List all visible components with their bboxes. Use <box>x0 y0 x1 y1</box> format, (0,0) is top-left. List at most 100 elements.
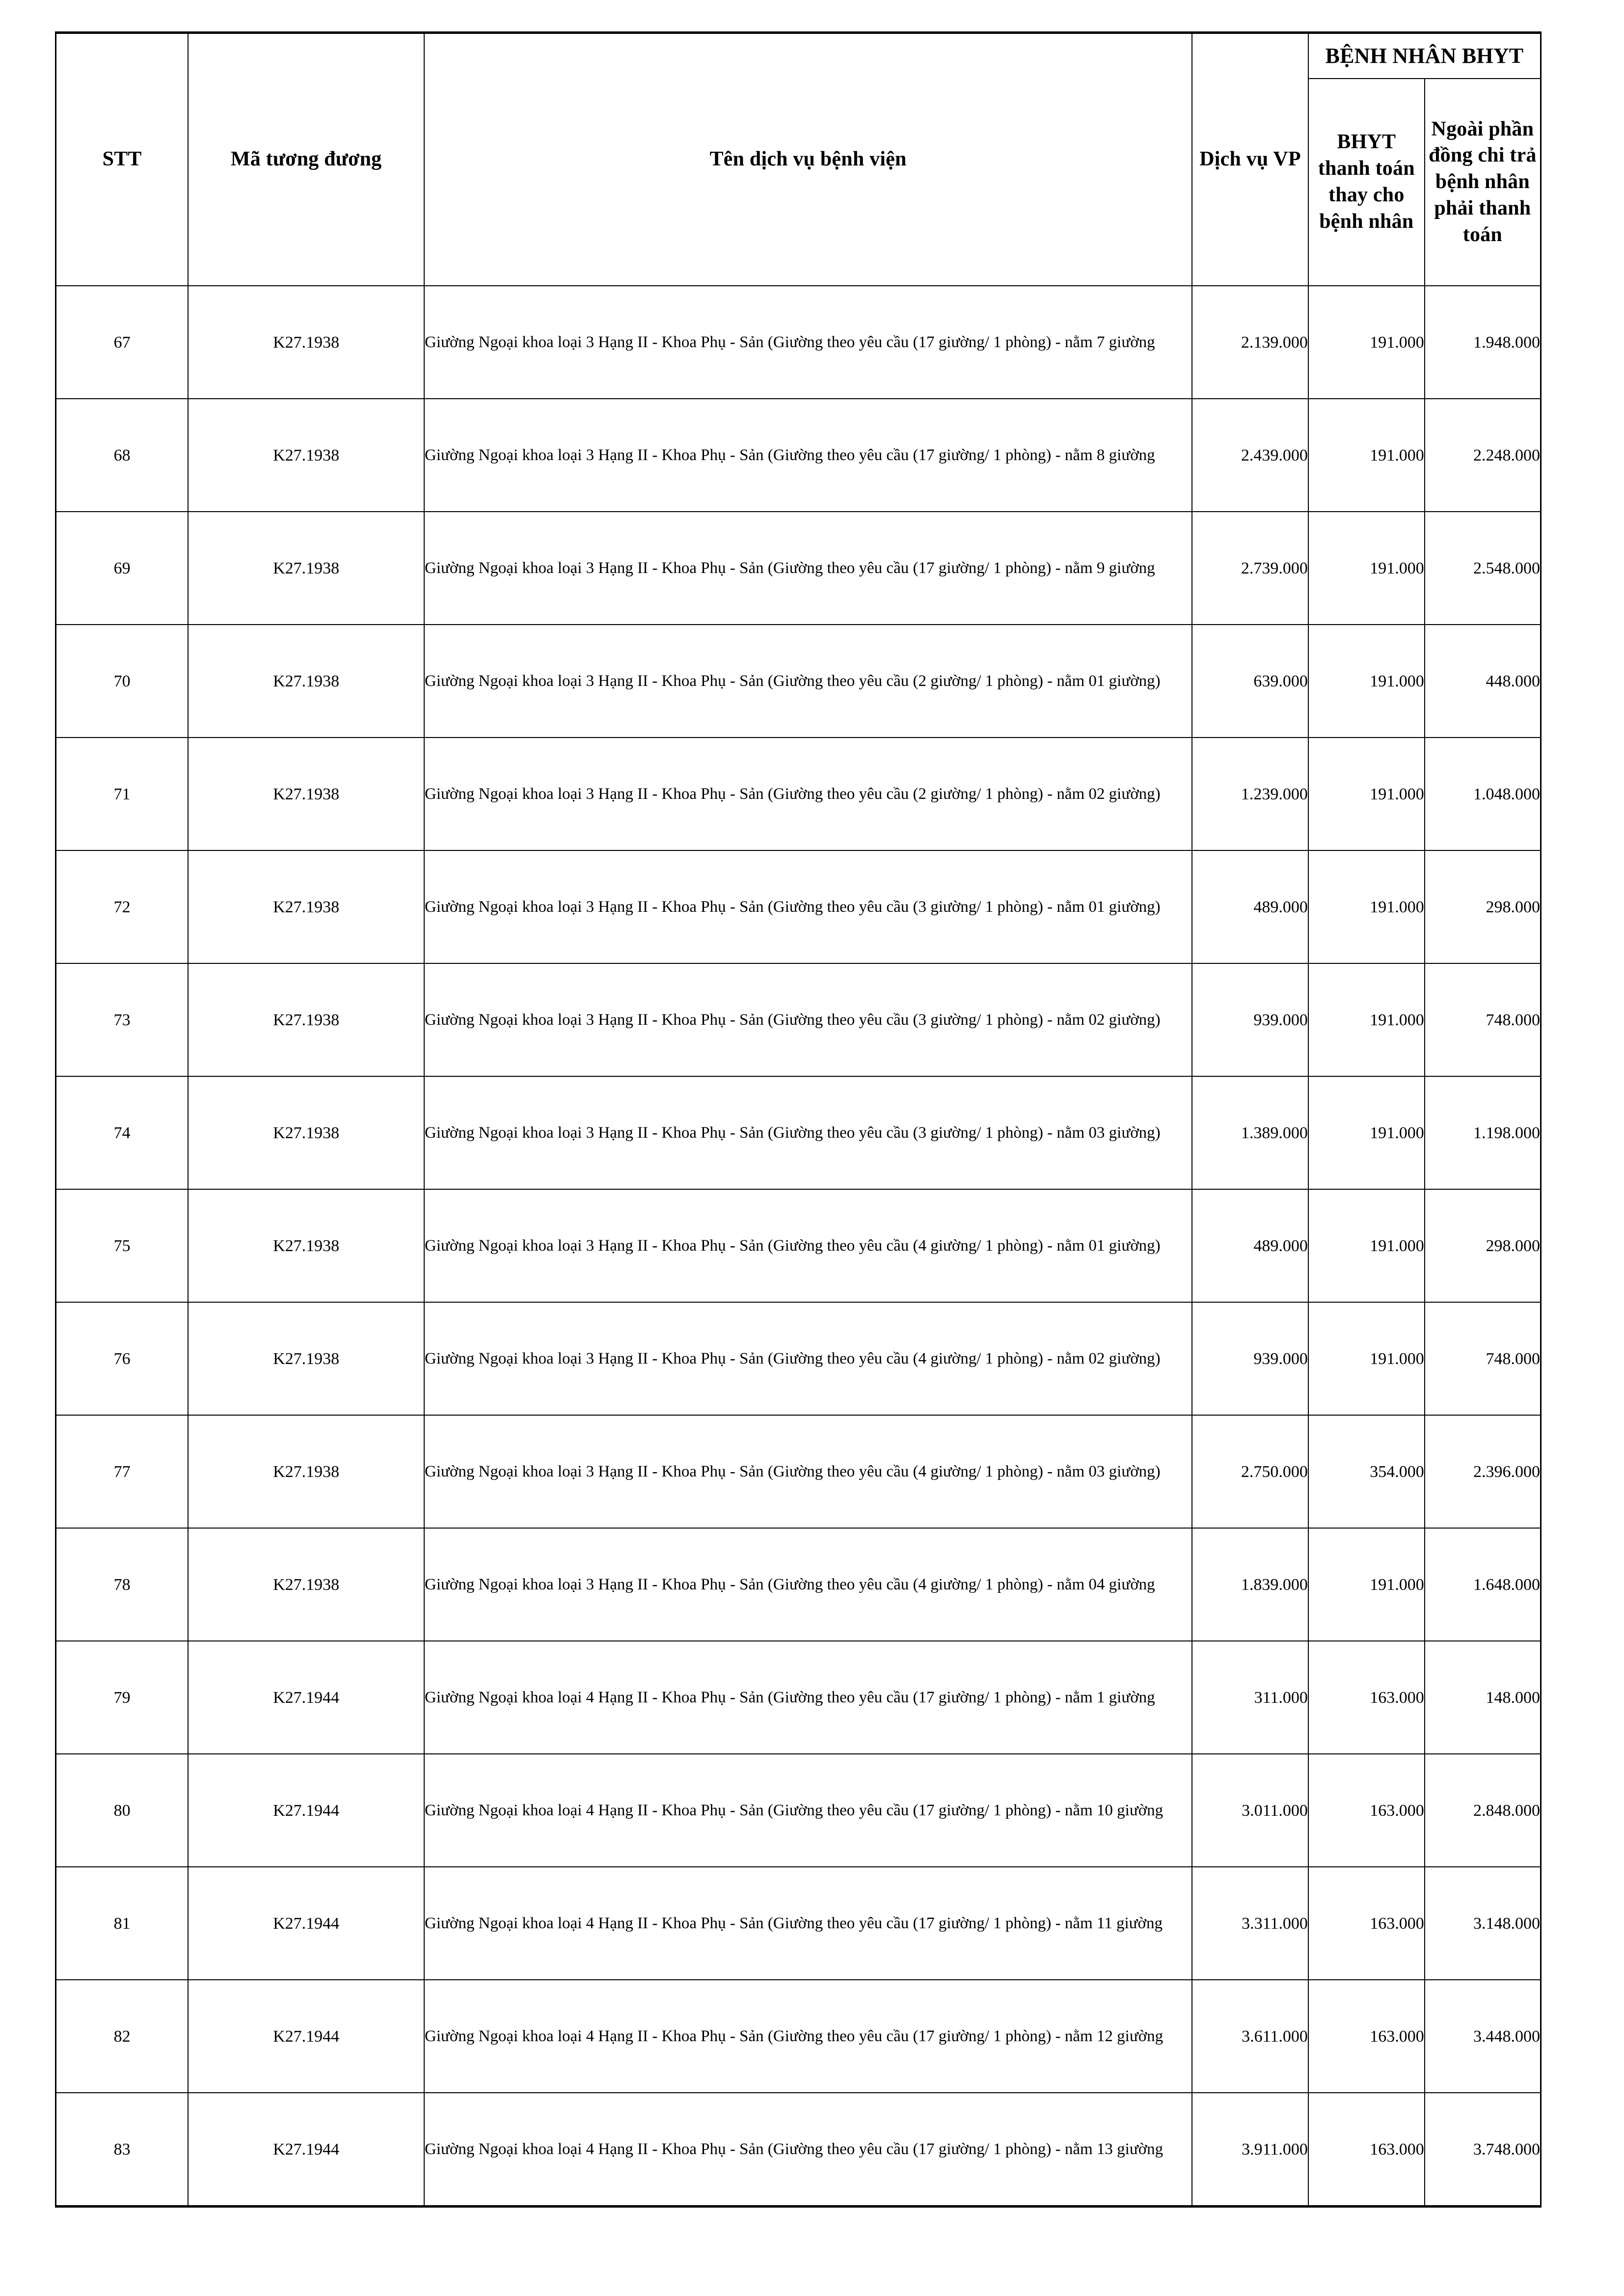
table-row: 68 K27.1938 Giường Ngoại khoa loại 3 Hạng … <box>55 398 1542 512</box>
cell-stt: 78 <box>55 1528 189 1641</box>
cell-service-vp-price: 489.000 <box>1191 1189 1309 1303</box>
cell-bhyt-paid-amount: 191.000 <box>1307 398 1425 512</box>
table-row: 75 K27.1938 Giường Ngoại khoa loại 3 Hạng … <box>55 1189 1542 1303</box>
header-row-sub: BHYT thanh toán thay cho bệnh nhân Ngoài… <box>56 78 1542 287</box>
cell-bhyt-paid-amount: 191.000 <box>1307 850 1425 964</box>
cell-equivalent-code: K27.1938 <box>188 511 425 625</box>
header-row-top: STT Mã tương đương Tên dịch vụ bệnh viện… <box>55 32 1542 286</box>
cell-service-vp-price: 939.000 <box>1191 963 1309 1077</box>
column-header-service-vp: Dịch vụ VP <box>1191 32 1309 286</box>
table-row: 67 K27.1938 Giường Ngoại khoa loại 3 Hạng … <box>55 285 1542 399</box>
cell-service-name: Giường Ngoại khoa loại 3 Hạng II - Khoa … <box>423 1189 1193 1303</box>
cell-service-name: Giường Ngoại khoa loại 3 Hạng II - Khoa … <box>423 1076 1193 1190</box>
cell-service-name: Giường Ngoại khoa loại 3 Hạng II - Khoa … <box>423 737 1193 851</box>
cell-service-name: Giường Ngoại khoa loại 4 Hạng II - Khoa … <box>423 1753 1193 1867</box>
cell-stt: 82 <box>55 1979 189 2093</box>
cell-service-vp-price: 939.000 <box>1191 1302 1309 1416</box>
cell-patient-paid-amount: 2.396.000 <box>1424 1415 1542 1529</box>
column-header-code: Mã tương đương <box>188 32 425 286</box>
cell-patient-paid-amount: 298.000 <box>1424 850 1542 964</box>
cell-patient-paid-amount: 1.648.000 <box>1424 1528 1542 1641</box>
cell-stt: 71 <box>55 737 189 851</box>
cell-patient-paid-amount: 1.198.000 <box>1424 1076 1542 1190</box>
cell-service-vp-price: 639.000 <box>1191 624 1309 738</box>
cell-bhyt-paid-amount: 191.000 <box>1307 1302 1425 1416</box>
cell-bhyt-paid-amount: 163.000 <box>1307 1866 1425 1980</box>
cell-patient-paid-amount: 298.000 <box>1424 1189 1542 1303</box>
table-row: 71 K27.1938 Giường Ngoại khoa loại 3 Hạng … <box>55 737 1542 851</box>
cell-service-name: Giường Ngoại khoa loại 3 Hạng II - Khoa … <box>423 1415 1193 1529</box>
cell-service-name: Giường Ngoại khoa loại 3 Hạng II - Khoa … <box>423 1302 1193 1416</box>
column-header-patient-paid: Ngoài phần đồng chi trả bệnh nhân phải t… <box>1424 78 1542 287</box>
cell-service-vp-price: 2.439.000 <box>1191 398 1309 512</box>
cell-stt: 81 <box>55 1866 189 1980</box>
cell-patient-paid-amount: 148.000 <box>1424 1640 1542 1754</box>
cell-stt: 67 <box>55 285 189 399</box>
cell-equivalent-code: K27.1938 <box>188 737 425 851</box>
cell-equivalent-code: K27.1938 <box>188 850 425 964</box>
cell-bhyt-paid-amount: 354.000 <box>1307 1415 1425 1529</box>
cell-patient-paid-amount: 2.248.000 <box>1424 398 1542 512</box>
cell-bhyt-paid-amount: 191.000 <box>1307 624 1425 738</box>
cell-bhyt-paid-amount: 191.000 <box>1307 511 1425 625</box>
cell-service-name: Giường Ngoại khoa loại 4 Hạng II - Khoa … <box>423 1866 1193 1980</box>
cell-equivalent-code: K27.1938 <box>188 1189 425 1303</box>
cell-bhyt-paid-amount: 191.000 <box>1307 285 1425 399</box>
cell-stt: 80 <box>55 1753 189 1867</box>
cell-service-vp-price: 311.000 <box>1191 1640 1309 1754</box>
cell-equivalent-code: K27.1938 <box>188 963 425 1077</box>
cell-equivalent-code: K27.1944 <box>188 2092 425 2207</box>
table-row: 69 K27.1938 Giường Ngoại khoa loại 3 Hạng … <box>55 511 1542 625</box>
cell-service-name: Giường Ngoại khoa loại 3 Hạng II - Khoa … <box>423 963 1193 1077</box>
cell-patient-paid-amount: 448.000 <box>1424 624 1542 738</box>
cell-service-vp-price: 2.139.000 <box>1191 285 1309 399</box>
cell-service-vp-price: 3.611.000 <box>1191 1979 1309 2093</box>
cell-service-name: Giường Ngoại khoa loại 4 Hạng II - Khoa … <box>423 1979 1193 2093</box>
cell-service-name: Giường Ngoại khoa loại 4 Hạng II - Khoa … <box>423 2092 1193 2207</box>
table-row: 70 K27.1938 Giường Ngoại khoa loại 3 Hạng … <box>55 624 1542 738</box>
cell-service-name: Giường Ngoại khoa loại 3 Hạng II - Khoa … <box>423 624 1193 738</box>
cell-patient-paid-amount: 748.000 <box>1424 1302 1542 1416</box>
price-table-container: STT Mã tương đương Tên dịch vụ bệnh viện… <box>55 31 1542 2208</box>
table-row: 76 K27.1938 Giường Ngoại khoa loại 3 Hạng … <box>55 1302 1542 1416</box>
table-row: 82 K27.1944 Giường Ngoại khoa loại 4 Hạng … <box>55 1979 1542 2093</box>
table-row: 73 K27.1938 Giường Ngoại khoa loại 3 Hạng … <box>55 963 1542 1077</box>
cell-service-vp-price: 3.311.000 <box>1191 1866 1309 1980</box>
cell-patient-paid-amount: 2.548.000 <box>1424 511 1542 625</box>
table-row: 78 K27.1938 Giường Ngoại khoa loại 3 Hạng … <box>55 1528 1542 1641</box>
cell-service-vp-price: 489.000 <box>1191 850 1309 964</box>
cell-stt: 68 <box>55 398 189 512</box>
cell-service-name: Giường Ngoại khoa loại 3 Hạng II - Khoa … <box>423 850 1193 964</box>
cell-equivalent-code: K27.1944 <box>188 1753 425 1867</box>
cell-bhyt-paid-amount: 191.000 <box>1307 737 1425 851</box>
cell-equivalent-code: K27.1944 <box>188 1979 425 2093</box>
cell-stt: 70 <box>55 624 189 738</box>
column-header-service-name: Tên dịch vụ bệnh viện <box>423 32 1193 286</box>
cell-stt: 79 <box>55 1640 189 1754</box>
cell-equivalent-code: K27.1938 <box>188 1528 425 1641</box>
cell-service-name: Giường Ngoại khoa loại 3 Hạng II - Khoa … <box>423 1528 1193 1641</box>
table-row: 81 K27.1944 Giường Ngoại khoa loại 4 Hạng … <box>55 1866 1542 1980</box>
cell-equivalent-code: K27.1938 <box>188 285 425 399</box>
cell-bhyt-paid-amount: 163.000 <box>1307 2092 1425 2207</box>
cell-service-vp-price: 1.239.000 <box>1191 737 1309 851</box>
cell-service-name: Giường Ngoại khoa loại 3 Hạng II - Khoa … <box>423 398 1193 512</box>
cell-service-vp-price: 2.739.000 <box>1191 511 1309 625</box>
column-header-stt: STT <box>55 32 189 286</box>
table-row: 74 K27.1938 Giường Ngoại khoa loại 3 Hạng … <box>55 1076 1542 1190</box>
cell-bhyt-paid-amount: 191.000 <box>1307 1528 1425 1641</box>
cell-stt: 83 <box>55 2092 189 2207</box>
cell-patient-paid-amount: 2.848.000 <box>1424 1753 1542 1867</box>
cell-patient-paid-amount: 3.748.000 <box>1424 2092 1542 2207</box>
cell-service-name: Giường Ngoại khoa loại 3 Hạng II - Khoa … <box>423 285 1193 399</box>
cell-equivalent-code: K27.1938 <box>188 1076 425 1190</box>
cell-patient-paid-amount: 1.948.000 <box>1424 285 1542 399</box>
table-body: 67 K27.1938 Giường Ngoại khoa loại 3 Hạng … <box>55 285 1542 2207</box>
cell-stt: 76 <box>55 1302 189 1416</box>
hospital-service-price-table: STT Mã tương đương Tên dịch vụ bệnh viện… <box>55 31 1542 2208</box>
cell-stt: 75 <box>55 1189 189 1303</box>
table-row: 80 K27.1944 Giường Ngoại khoa loại 4 Hạng … <box>55 1753 1542 1867</box>
cell-service-name: Giường Ngoại khoa loại 4 Hạng II - Khoa … <box>423 1640 1193 1754</box>
cell-equivalent-code: K27.1938 <box>188 398 425 512</box>
cell-service-vp-price: 1.839.000 <box>1191 1528 1309 1641</box>
